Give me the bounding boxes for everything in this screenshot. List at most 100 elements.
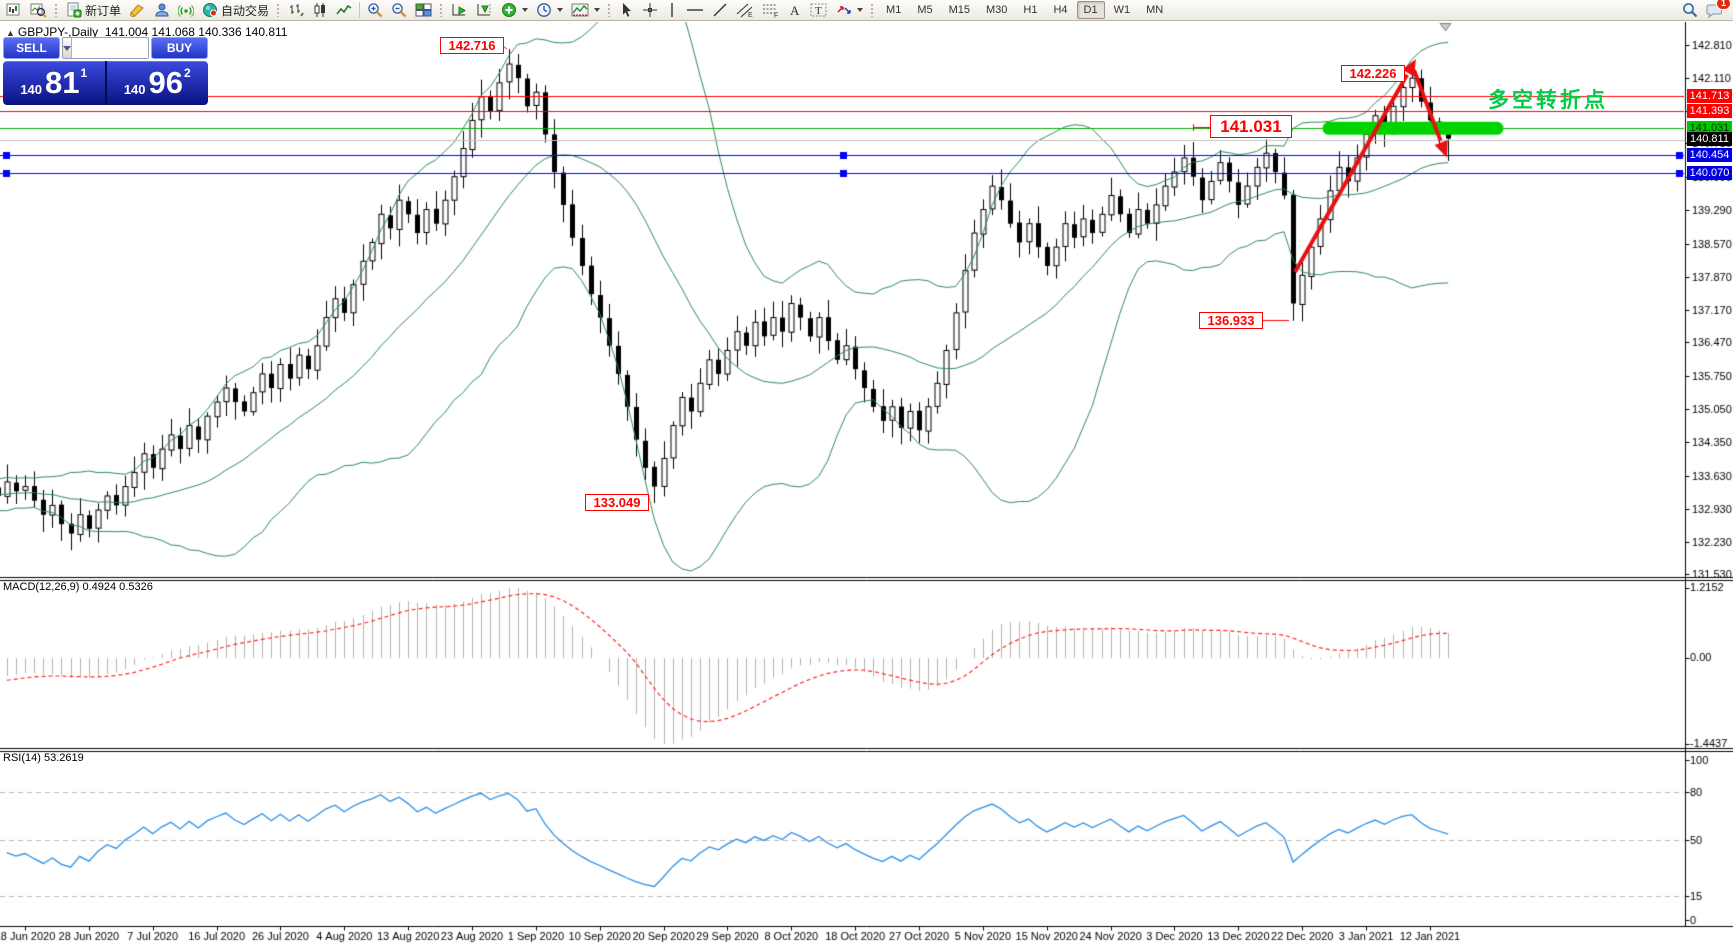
vertical-line-icon [671, 3, 673, 17]
price-axis-badge: 140.070 [1687, 166, 1732, 181]
annotation-sep-low[interactable]: 133.049 [585, 494, 649, 511]
add-indicator-button[interactable] [497, 0, 532, 21]
equidistant-channel-icon: E [736, 3, 753, 18]
toolbar-grip [607, 3, 613, 17]
new-chart-icon [6, 3, 20, 16]
line-chart-icon [336, 4, 352, 15]
tile-windows-button[interactable] [411, 0, 436, 21]
text-tool-button[interactable]: A [784, 0, 806, 21]
channel-tool-button[interactable]: E [732, 0, 758, 21]
timeframe-h4[interactable]: H4 [1053, 4, 1068, 16]
zoom-out-icon [392, 3, 407, 18]
timeframe-m5[interactable]: M5 [917, 4, 933, 16]
price-axis-badge: 141.713 [1687, 89, 1732, 104]
trendline-tool-button[interactable] [708, 0, 732, 21]
timeframe-h1[interactable]: H1 [1023, 4, 1038, 16]
new-chart-button[interactable] [2, 0, 26, 21]
autotrade-icon [203, 3, 218, 17]
label-tool-button[interactable]: T [806, 0, 832, 21]
zoom-out-button[interactable] [387, 0, 411, 21]
candlestick-mode-button[interactable] [308, 0, 332, 21]
history-button[interactable] [125, 0, 150, 21]
add-indicator-icon [502, 3, 517, 17]
timeframe-mn[interactable]: MN [1146, 4, 1164, 16]
template-dropdown-button[interactable] [567, 0, 604, 21]
chart-shift-button[interactable] [472, 0, 497, 21]
buy-button[interactable]: BUY [151, 37, 208, 59]
cursor-icon [623, 3, 632, 17]
dropdown-caret-icon [594, 8, 601, 12]
signals-button[interactable] [174, 0, 198, 21]
chart-symbol-period: GBPJPY-,Daily [17, 25, 99, 39]
toolbar-grip [276, 3, 282, 17]
period-dropdown-button[interactable] [532, 0, 567, 21]
profiles-icon [30, 3, 47, 18]
chart-title-icon: ▲ [6, 28, 15, 38]
search-button[interactable] [1678, 0, 1702, 21]
horizontal-line-tool-button[interactable] [682, 0, 708, 21]
volume-stepper [62, 37, 149, 59]
sell-price[interactable]: 140 81 1 [3, 61, 105, 105]
notification-badge: 1 [1715, 0, 1731, 10]
candlestick-icon [314, 3, 326, 17]
toolbar-grip [439, 3, 445, 17]
rsi-label: RSI(14) 53.2619 [3, 752, 84, 764]
new-order-button[interactable]: 新订单 [62, 0, 125, 21]
new-order-icon [67, 2, 82, 18]
shapes-dropdown-button[interactable] [832, 0, 867, 21]
auto-scroll-button[interactable] [447, 0, 472, 21]
sell-price-prefix: 140 [20, 82, 43, 97]
autotrade-button[interactable]: 自动交易 [198, 0, 273, 21]
arrows-shapes-icon [837, 6, 851, 14]
timeframe-m30[interactable]: M30 [986, 4, 1008, 16]
person-icon [155, 3, 169, 17]
chart-ohlc-values: 141.004 141.068 140.336 140.811 [104, 25, 288, 39]
cursor-tool-button[interactable] [615, 0, 638, 21]
toolbar-separator [359, 2, 361, 18]
community-button[interactable] [150, 0, 174, 21]
zoom-in-icon [368, 3, 383, 18]
text-icon: A [790, 3, 800, 18]
annotation-sep-high[interactable]: 142.716 [440, 37, 504, 54]
vertical-line-tool-button[interactable] [662, 0, 682, 21]
line-chart-mode-button[interactable] [332, 0, 356, 21]
annotation-dec-low[interactable]: 136.933 [1199, 312, 1263, 329]
annotation-key-level[interactable]: 141.031 [1210, 115, 1292, 138]
template-icon [571, 3, 589, 17]
crosshair-tool-button[interactable] [638, 0, 662, 21]
trade-panel-divider [104, 61, 107, 105]
bar-chart-icon [290, 4, 304, 17]
volume-decrease-button[interactable] [63, 38, 72, 58]
fibonacci-tool-button[interactable]: F [758, 0, 784, 21]
timeframe-m1[interactable]: M1 [886, 4, 902, 16]
buy-price[interactable]: 140 96 2 [107, 61, 209, 105]
dropdown-caret-icon [557, 8, 564, 12]
sell-button[interactable]: SELL [3, 37, 60, 59]
svg-text:T: T [815, 5, 822, 17]
timeframe-d1[interactable]: D1 [1076, 1, 1105, 19]
svg-text:A: A [790, 3, 800, 18]
price-axis-badge: 140.454 [1687, 148, 1732, 163]
toolbar: 新订单 自动交易 [0, 0, 1733, 21]
annotation-note-text[interactable]: 多空转折点 [1488, 89, 1608, 112]
annotation-jan-high[interactable]: 142.226 [1341, 65, 1405, 82]
chart-title: ▲ GBPJPY-,Daily 141.004 141.068 140.336 1… [6, 25, 287, 39]
bar-chart-mode-button[interactable] [284, 0, 308, 21]
clock-icon [537, 3, 551, 17]
timeframe-w1[interactable]: W1 [1113, 4, 1131, 16]
svg-text:E: E [748, 12, 753, 18]
one-click-trading-panel: SELL BUY 140 81 1 140 96 2 [3, 37, 208, 105]
timeframe-m15[interactable]: M15 [948, 4, 970, 16]
buy-price-main: 96 [148, 65, 183, 100]
signal-icon [178, 5, 195, 17]
dropdown-caret-icon [522, 8, 529, 12]
buy-price-prefix: 140 [123, 82, 146, 97]
crosshair-icon [643, 3, 658, 17]
volume-input[interactable] [72, 38, 148, 58]
horizontal-line-icon [687, 9, 704, 11]
notifications-button[interactable]: 1 [1702, 0, 1731, 21]
zoom-in-button[interactable] [363, 0, 387, 21]
profiles-button[interactable] [26, 0, 51, 21]
history-icon [129, 4, 144, 18]
